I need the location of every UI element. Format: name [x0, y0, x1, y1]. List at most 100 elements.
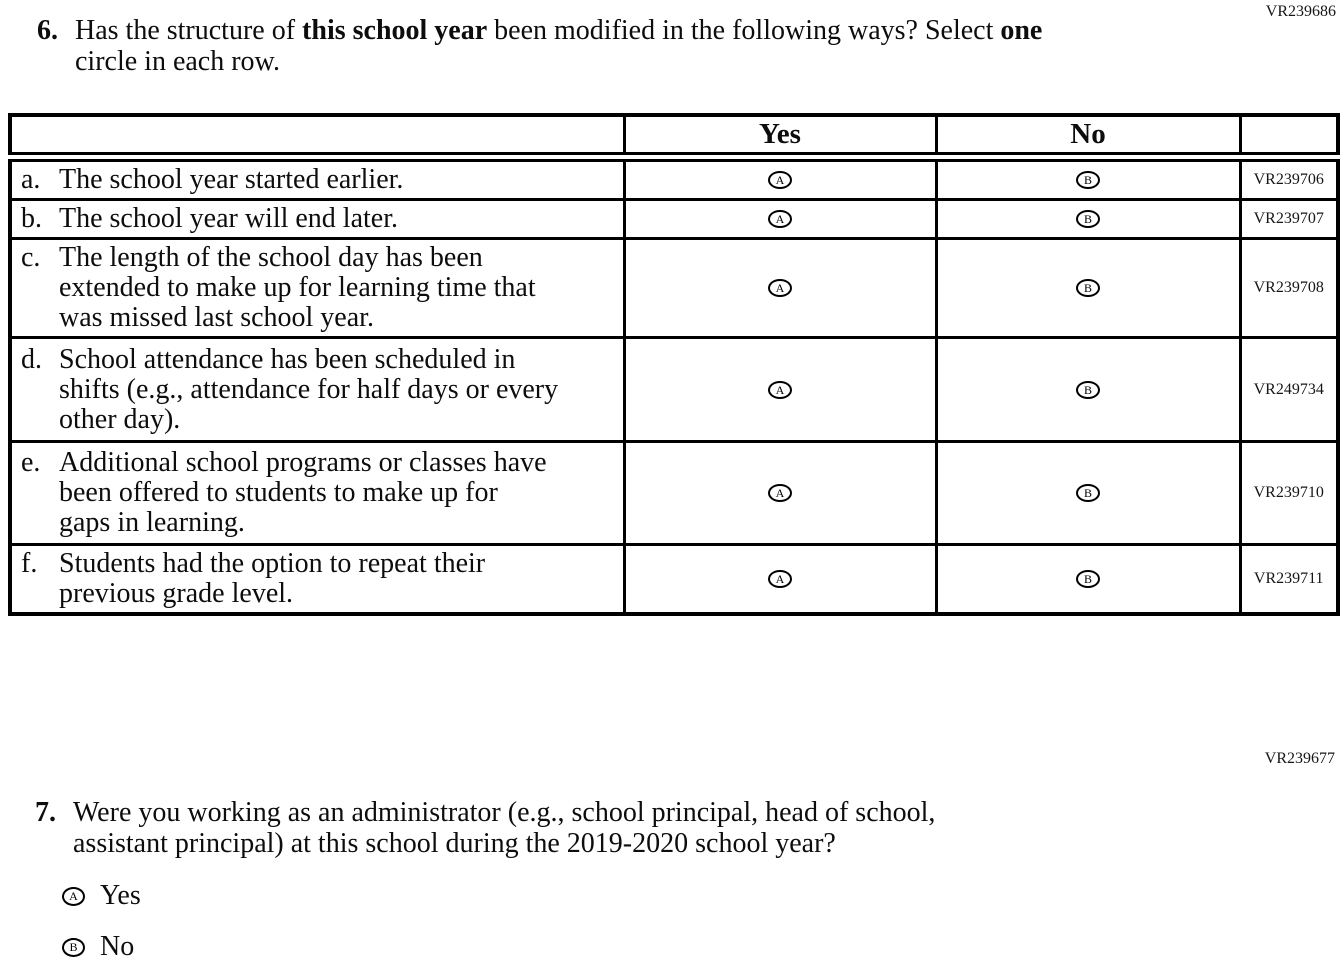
bubble-letter: A	[775, 382, 785, 397]
yes-option-bubble[interactable]: A	[62, 886, 85, 906]
bubble-letter: A	[775, 486, 785, 500]
yes-cell: A	[622, 440, 938, 546]
table-row-a: a. The school year started earlier. A B …	[8, 155, 1340, 201]
yes-bubble-row-b[interactable]: A	[768, 210, 792, 228]
q6-bold-one: one	[1000, 15, 1043, 46]
question-7-text: Were you working as an administrator (e.…	[73, 797, 935, 859]
section-code-q7: VR239677	[1264, 750, 1335, 767]
question-7-line2: assistant principal) at this school duri…	[73, 828, 836, 859]
no-bubble-row-c[interactable]: B	[1076, 279, 1100, 297]
bubble-letter: B	[1083, 173, 1092, 187]
yes-cell: A	[622, 543, 938, 616]
yes-cell: A	[622, 155, 938, 201]
row-code: VR239706	[1238, 155, 1340, 201]
no-header-cell: No	[934, 113, 1242, 162]
no-option-bubble[interactable]: B	[62, 937, 85, 957]
no-cell: B	[934, 198, 1242, 240]
table-header-row: Yes No	[8, 113, 1340, 162]
table-row-d: d. School attendance has been scheduled …	[8, 336, 1340, 443]
statement-line: shifts (e.g., attendance for half days o…	[59, 373, 559, 405]
row-statement: School attendance has been scheduled in …	[59, 343, 559, 435]
row-letter: d.	[21, 343, 42, 375]
yes-bubble-row-e[interactable]: A	[768, 484, 792, 502]
bubble-letter: B	[1083, 212, 1092, 226]
section-code-q6: VR239686	[1265, 3, 1336, 20]
q7-option-no: B No	[62, 932, 134, 962]
no-bubble-row-e[interactable]: B	[1076, 484, 1100, 502]
row-letter: b.	[21, 203, 42, 234]
table-row-f: f. Students had the option to repeat the…	[8, 543, 1340, 616]
bubble-letter: B	[1083, 572, 1092, 586]
no-bubble-row-d[interactable]: B	[1076, 380, 1100, 399]
statement-line: The school year started earlier.	[59, 164, 404, 195]
yes-cell: A	[622, 336, 938, 443]
question-7-line1: Were you working as an administrator (e.…	[73, 797, 936, 828]
question-6-line2: circle in each row.	[75, 46, 280, 77]
table-row-e: e. Additional school programs or classes…	[8, 440, 1340, 546]
bubble-letter: A	[69, 889, 78, 903]
row-code: VR239710	[1238, 440, 1340, 546]
q6-bold-this-school-year: this school year	[302, 15, 488, 46]
no-cell: B	[934, 440, 1242, 546]
yes-bubble-row-a[interactable]: A	[768, 171, 792, 189]
row-letter: e.	[21, 447, 41, 478]
statement-line: Students had the option to repeat their	[59, 548, 486, 579]
yes-bubble-row-d[interactable]: A	[768, 380, 792, 399]
statement-line: The school year will end later.	[59, 203, 398, 234]
statement-line: School attendance has been scheduled in	[59, 343, 516, 375]
no-cell: B	[934, 155, 1242, 201]
q6-text-part2: been modified in the following ways? Sel…	[487, 15, 1001, 46]
row-letter: c.	[21, 242, 41, 273]
q7-option-yes: A Yes	[62, 881, 141, 911]
yes-cell: A	[622, 237, 938, 339]
yes-cell: A	[622, 198, 938, 240]
bubble-letter: A	[775, 173, 785, 187]
no-bubble-row-f[interactable]: B	[1076, 570, 1100, 588]
question-7-number: 7.	[35, 797, 56, 828]
q6-text-part1: Has the structure of	[75, 15, 303, 46]
statement-line: been offered to students to make up for	[59, 477, 498, 508]
bubble-letter: B	[69, 940, 78, 954]
statement-line: previous grade level.	[59, 578, 294, 609]
statement-cell: b. The school year will end later.	[8, 198, 626, 240]
question-6-text: Has the structure of this school year be…	[75, 15, 1042, 77]
statement-line: other day).	[59, 403, 181, 435]
question-6-line1: Has the structure of this school year be…	[75, 15, 1042, 46]
yes-bubble-row-f[interactable]: A	[768, 570, 792, 588]
row-statement: The school year will end later.	[59, 204, 398, 234]
statement-line: was missed last school year.	[59, 302, 374, 333]
question-6-number: 6.	[37, 15, 58, 46]
question-6: 6. Has the structure of this school year…	[37, 15, 1042, 77]
statement-line: gaps in learning.	[59, 507, 245, 538]
statement-cell: a. The school year started earlier.	[8, 155, 626, 201]
bubble-letter: A	[775, 572, 785, 586]
bubble-letter: B	[1083, 281, 1092, 295]
row-letter: a.	[21, 164, 41, 195]
no-option-label: No	[100, 931, 135, 962]
row-statement: The length of the school day has been ex…	[59, 243, 536, 333]
row-letter: f.	[21, 548, 38, 579]
statement-line: The length of the school day has been	[59, 242, 483, 273]
no-bubble-row-b[interactable]: B	[1076, 210, 1100, 228]
statement-header-cell	[8, 113, 626, 162]
yes-option-label: Yes	[100, 880, 141, 911]
statement-cell: e. Additional school programs or classes…	[8, 440, 626, 546]
row-statement: The school year started earlier.	[59, 165, 403, 195]
statement-line: Additional school programs or classes ha…	[59, 447, 547, 478]
question-7: 7. Were you working as an administrator …	[35, 797, 935, 859]
row-code: VR239707	[1238, 198, 1340, 240]
no-bubble-row-a[interactable]: B	[1076, 171, 1100, 189]
statement-cell: c. The length of the school day has been…	[8, 237, 626, 339]
row-statement: Additional school programs or classes ha…	[59, 448, 547, 538]
table-row-b: b. The school year will end later. A B V…	[8, 198, 1340, 240]
table-row-c: c. The length of the school day has been…	[8, 237, 1340, 339]
statement-line: extended to make up for learning time th…	[59, 272, 536, 303]
bubble-letter: B	[1083, 486, 1092, 500]
yes-bubble-row-c[interactable]: A	[768, 279, 792, 297]
bubble-letter: A	[775, 281, 785, 295]
row-code: VR249734	[1238, 336, 1340, 443]
yes-header-cell: Yes	[622, 113, 938, 162]
no-cell: B	[934, 543, 1242, 616]
bubble-letter: B	[1083, 382, 1092, 397]
